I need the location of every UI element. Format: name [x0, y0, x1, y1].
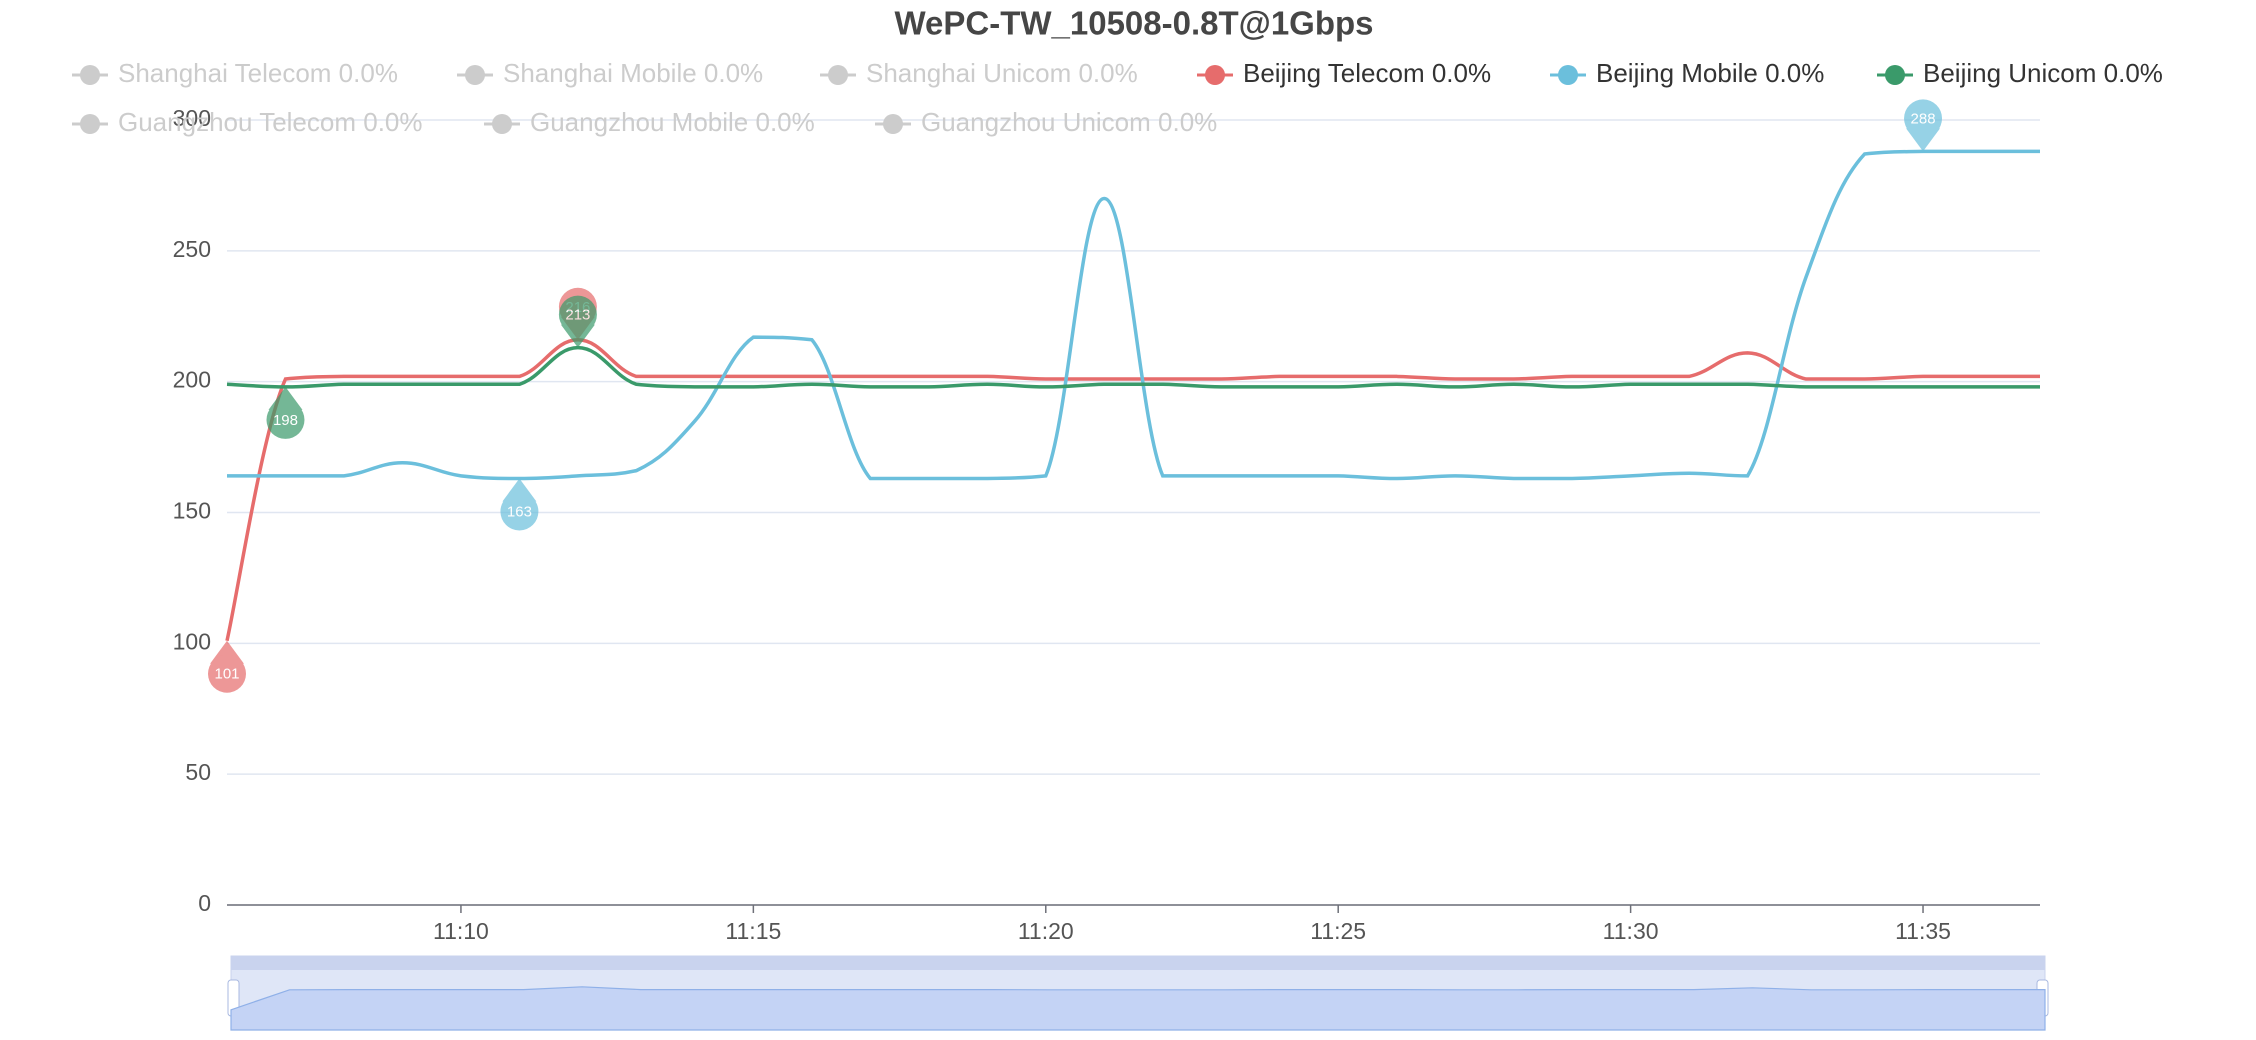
mark-point: 213: [558, 295, 597, 348]
legend-label: Guangzhou Unicom 0.0%: [921, 107, 1217, 137]
y-tick-label: 200: [173, 367, 211, 393]
legend-symbol: [80, 114, 100, 134]
legend-symbol: [492, 114, 512, 134]
y-tick-label: 50: [185, 759, 211, 785]
pin-label: 163: [507, 503, 532, 520]
y-tick-label: 150: [173, 498, 211, 524]
y-tick-label: 100: [173, 628, 211, 654]
legend-label: Shanghai Telecom 0.0%: [118, 58, 398, 88]
legend-symbol: [465, 65, 485, 85]
legend-label: Shanghai Unicom 0.0%: [866, 58, 1138, 88]
legend-item[interactable]: Beijing Unicom 0.0%: [1877, 58, 2163, 88]
x-tick-label: 11:15: [725, 918, 781, 944]
legend-label: Beijing Telecom 0.0%: [1243, 58, 1491, 88]
pin: [500, 492, 539, 531]
legend-item[interactable]: Shanghai Telecom 0.0%: [72, 58, 398, 88]
pin-label: 101: [214, 666, 239, 683]
legend-symbol: [1885, 65, 1905, 85]
mark-point: 198: [266, 386, 305, 439]
legend-label: Guangzhou Telecom 0.0%: [118, 107, 423, 137]
legend-symbol: [883, 114, 903, 134]
series-line: [227, 149, 2040, 481]
zoom-preview: [230, 986, 2046, 1031]
chart-title: WePC-TW_10508-0.8T@1Gbps: [894, 5, 1373, 42]
pin: [1904, 99, 1943, 138]
mark-point: 163: [500, 478, 539, 531]
y-tick-label: 250: [173, 236, 211, 262]
legend-symbol: [1558, 65, 1578, 85]
x-tick-label: 11:10: [433, 918, 489, 944]
legend-item[interactable]: Beijing Telecom 0.0%: [1197, 58, 1491, 88]
pin-label: 288: [1911, 110, 1936, 127]
y-tick-label: 0: [198, 890, 211, 916]
x-tick-label: 11:30: [1603, 918, 1659, 944]
series-line: [225, 338, 2040, 642]
legend-item[interactable]: Beijing Mobile 0.0%: [1550, 58, 1824, 88]
legend-item[interactable]: Guangzhou Telecom 0.0%: [72, 107, 423, 137]
x-tick-label: 11:25: [1310, 918, 1366, 944]
legend-item[interactable]: Guangzhou Unicom 0.0%: [875, 107, 1217, 137]
legend-label: Shanghai Mobile 0.0%: [503, 58, 763, 88]
legend-label: Beijing Mobile 0.0%: [1596, 58, 1824, 88]
pin-label: 213: [565, 307, 590, 324]
legend-item[interactable]: Shanghai Mobile 0.0%: [457, 58, 763, 88]
series-line: [226, 345, 2040, 389]
legend-item[interactable]: Shanghai Unicom 0.0%: [820, 58, 1138, 88]
zoom-handle-bar[interactable]: [231, 956, 2045, 970]
x-tick-label: 11:20: [1018, 918, 1074, 944]
legend-label: Guangzhou Mobile 0.0%: [530, 107, 815, 137]
legend-symbol: [828, 65, 848, 85]
mark-point: 101: [208, 640, 246, 693]
x-tick-label: 11:35: [1895, 918, 1951, 944]
y-tick-label: 300: [173, 105, 211, 131]
pin: [208, 654, 246, 693]
mark-point: 288: [1904, 99, 1943, 152]
pin-label: 198: [273, 412, 298, 429]
legend-label: Beijing Unicom 0.0%: [1923, 58, 2163, 88]
pin: [558, 295, 597, 334]
pin: [266, 400, 305, 439]
legend-item[interactable]: Guangzhou Mobile 0.0%: [484, 107, 815, 137]
legend-symbol: [80, 65, 100, 85]
legend-symbol: [1205, 65, 1225, 85]
